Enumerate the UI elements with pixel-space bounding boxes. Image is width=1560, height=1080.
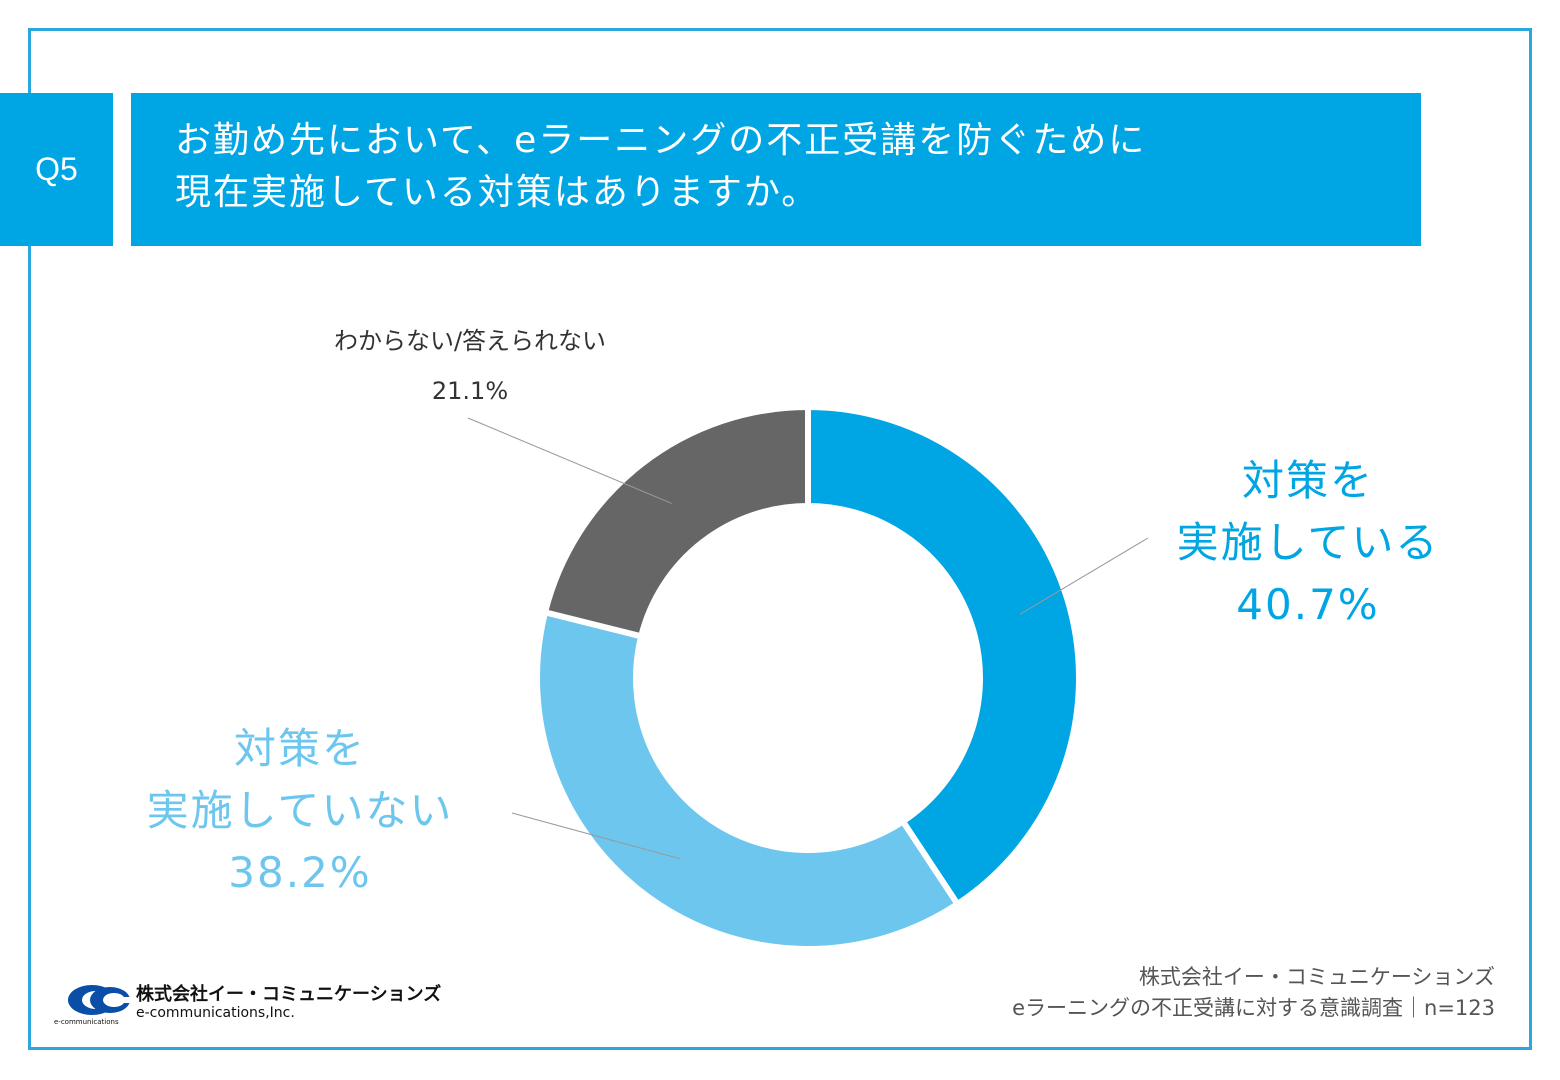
question-box: お勤め先において、eラーニングの不正受講を防ぐために 現在実施している対策はあり…: [131, 93, 1421, 246]
slice-label-not-implemented: 対策を 実施していない 38.2%: [120, 718, 480, 904]
leader-line-not-implemented: [511, 812, 681, 860]
slice-label-implemented-line-2: 実施している: [1176, 518, 1440, 567]
outer-frame: [28, 28, 1532, 1050]
slice-value-not-implemented: 38.2%: [228, 848, 372, 897]
leader-line-unknown: [467, 417, 672, 504]
logo-mark-text: e-communications: [54, 1018, 119, 1026]
slice-label-not-implemented-line-1: 対策を: [233, 724, 366, 773]
source-line-1: 株式会社イー・コミュニケーションズ: [1138, 965, 1495, 989]
source-line-2: eラーニングの不正受講に対する意識調査｜n=123: [1012, 996, 1495, 1020]
slice-unknown: [542, 404, 811, 640]
slice-label-unknown-line-1: わからない/答えられない: [333, 327, 607, 355]
logo-name-jp: 株式会社イー・コミュニケーションズ: [136, 984, 442, 1005]
slice-value-implemented: 40.7%: [1236, 580, 1380, 629]
slice-label-implemented: 対策を 実施している 40.7%: [1150, 450, 1466, 636]
slice-label-implemented-line-1: 対策を: [1241, 456, 1374, 505]
leader-line-implemented: [1019, 537, 1149, 615]
slice-label-not-implemented-line-2: 実施していない: [146, 786, 454, 835]
question-line-1: お勤め先において、eラーニングの不正受講を防ぐために: [175, 120, 1147, 161]
slice-implemented: [805, 404, 1082, 908]
source-note: 株式会社イー・コミュニケーションズ eラーニングの不正受講に対する意識調査｜n=…: [1012, 962, 1495, 1024]
slice-label-unknown: わからない/答えられない 21.1%: [300, 316, 640, 416]
slice-not-implemented: [534, 609, 961, 952]
company-logo: 株式会社イー・コミュニケーションズ e-communications,Inc. …: [54, 980, 441, 1030]
slice-value-unknown: 21.1%: [431, 377, 509, 405]
logo-name-en: e-communications,Inc.: [136, 1005, 295, 1021]
question-badge: Q5: [0, 93, 113, 246]
logo-mark-icon: [68, 985, 132, 1015]
question-line-2: 現在実施している対策はありますか。: [175, 172, 820, 213]
